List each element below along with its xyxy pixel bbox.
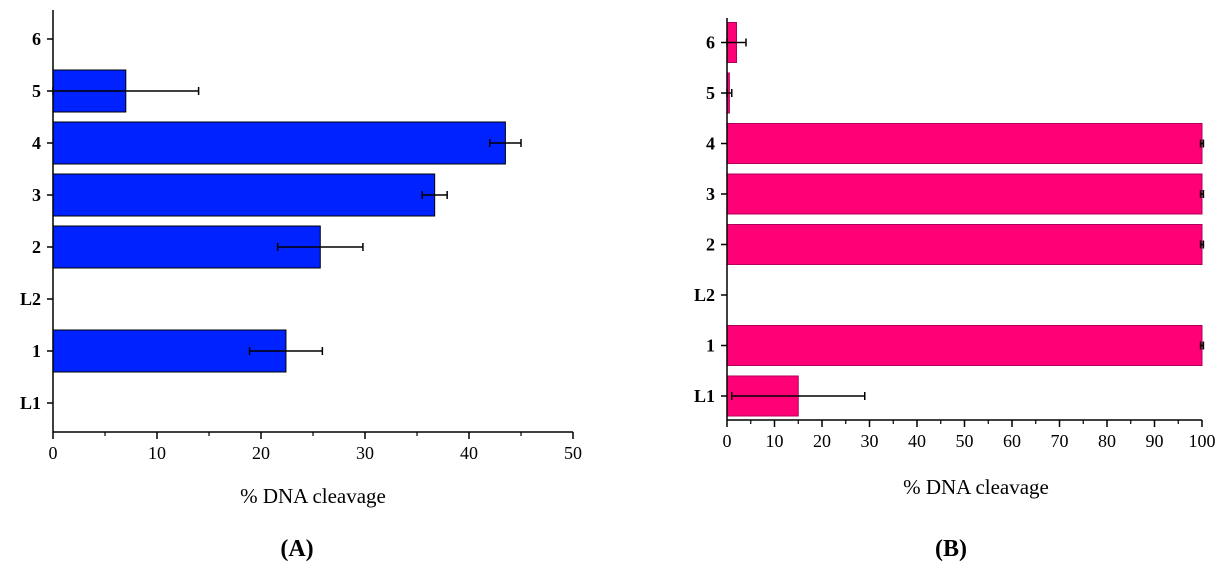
panel-label: (A) bbox=[280, 536, 313, 562]
y-tick-label-5: 5 bbox=[706, 83, 715, 103]
x-tick-label-50: 50 bbox=[564, 443, 582, 463]
x-tick-label-50: 50 bbox=[956, 431, 974, 451]
x-tick-label-60: 60 bbox=[1003, 431, 1021, 451]
x-tick-label-90: 90 bbox=[1146, 431, 1164, 451]
y-tick-label-L2: L2 bbox=[694, 285, 715, 305]
x-tick-label-40: 40 bbox=[460, 443, 478, 463]
bar-4 bbox=[52, 121, 506, 165]
y-tick-label-2: 2 bbox=[706, 235, 715, 255]
panel-label: (B) bbox=[935, 536, 967, 562]
x-tick-label-0: 0 bbox=[723, 431, 732, 451]
x-tick-label-80: 80 bbox=[1098, 431, 1116, 451]
y-tick-label-1: 1 bbox=[32, 341, 41, 361]
x-axis-title: % DNA cleavage bbox=[240, 484, 386, 508]
x-tick-label-30: 30 bbox=[861, 431, 879, 451]
y-tick-label-L1: L1 bbox=[694, 386, 715, 406]
y-tick-label-3: 3 bbox=[706, 184, 715, 204]
y-tick-label-6: 6 bbox=[32, 29, 41, 49]
x-axis-title: % DNA cleavage bbox=[903, 475, 1049, 499]
x-tick-label-30: 30 bbox=[356, 443, 374, 463]
y-tick-label-3: 3 bbox=[32, 185, 41, 205]
x-tick-label-70: 70 bbox=[1051, 431, 1069, 451]
bar-3 bbox=[52, 173, 436, 217]
x-tick-label-100: 100 bbox=[1189, 431, 1216, 451]
y-tick-label-2: 2 bbox=[32, 237, 41, 257]
y-tick-label-6: 6 bbox=[706, 33, 715, 53]
bar-4 bbox=[726, 123, 1203, 164]
y-tick-label-L1: L1 bbox=[20, 393, 41, 413]
y-tick-label-5: 5 bbox=[32, 81, 41, 101]
x-tick-label-10: 10 bbox=[148, 443, 166, 463]
y-tick-label-4: 4 bbox=[32, 133, 41, 153]
x-tick-label-20: 20 bbox=[813, 431, 831, 451]
x-tick-label-0: 0 bbox=[49, 443, 58, 463]
y-tick-label-4: 4 bbox=[706, 134, 715, 154]
bar-1 bbox=[726, 325, 1203, 366]
bar-2 bbox=[726, 224, 1203, 265]
y-tick-label-1: 1 bbox=[706, 336, 715, 356]
bar-3 bbox=[726, 173, 1203, 215]
x-tick-label-10: 10 bbox=[766, 431, 784, 451]
x-tick-label-20: 20 bbox=[252, 443, 270, 463]
panel-a: L1 1 L2 2 3 4 5 6 0 10 20 30 40 50 % DNA cleavage (A) bbox=[20, 10, 582, 562]
y-tick-label-L2: L2 bbox=[20, 289, 41, 309]
x-tick-label-40: 40 bbox=[908, 431, 926, 451]
